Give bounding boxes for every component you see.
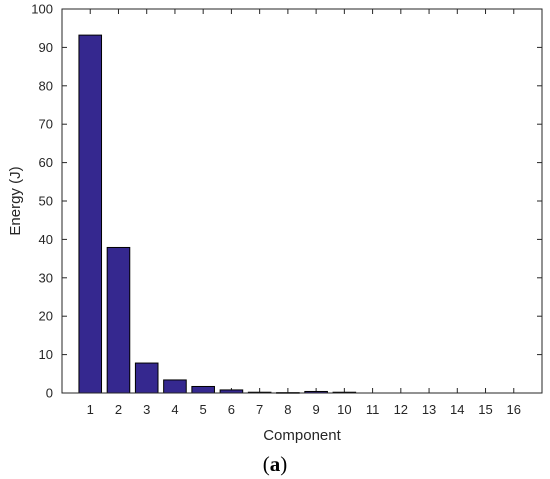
y-tick-label: 40 [39, 232, 53, 247]
x-tick-label: 8 [284, 402, 291, 417]
plot-frame [61, 8, 543, 394]
caption-close: ) [280, 452, 288, 476]
x-tick-label: 2 [115, 402, 122, 417]
y-axis-title: Energy (J) [7, 166, 24, 235]
x-tick-label: 5 [200, 402, 207, 417]
y-tick-label: 10 [39, 347, 53, 362]
y-tick-label: 60 [39, 155, 53, 170]
caption-letter: a [269, 452, 281, 476]
x-tick-label: 10 [337, 402, 351, 417]
x-tick-label: 7 [256, 402, 263, 417]
y-tick-label: 70 [39, 117, 53, 132]
y-tick-label: 50 [39, 194, 53, 209]
y-tick-label: 30 [39, 270, 53, 285]
x-tick-label: 9 [313, 402, 320, 417]
x-tick-label: 13 [422, 402, 436, 417]
y-tick-label: 100 [31, 2, 53, 17]
x-tick-label: 4 [171, 402, 178, 417]
bar-component-4 [163, 379, 187, 394]
plot-area [62, 9, 542, 393]
bar-component-3 [134, 362, 159, 394]
y-tick-label: 90 [39, 40, 53, 55]
caption-open: ( [262, 452, 270, 476]
x-tick-label: 6 [228, 402, 235, 417]
bars [78, 34, 357, 394]
bar-component-1 [78, 34, 103, 394]
y-tick-label: 0 [46, 386, 53, 401]
y-tick-label: 80 [39, 78, 53, 93]
x-tick-label: 16 [507, 402, 521, 417]
x-tick-label: 3 [143, 402, 150, 417]
y-tick-label: 20 [39, 309, 53, 324]
x-tick-label: 1 [87, 402, 94, 417]
x-tick-label: 15 [478, 402, 492, 417]
bar-component-2 [106, 246, 131, 394]
x-tick-label: 14 [450, 402, 464, 417]
x-tick-label: 12 [394, 402, 408, 417]
figure-caption: (a) [0, 452, 550, 477]
bar-component-5 [191, 385, 215, 394]
x-axis-ticks: 1 2 3 4 5 6 7 8 9 10 11 12 13 14 15 16 [87, 9, 521, 417]
x-axis-title: Component [263, 427, 341, 444]
x-tick-label: 11 [366, 402, 380, 417]
y-axis-ticks: 0 10 20 30 40 50 60 70 80 90 100 [31, 2, 542, 401]
